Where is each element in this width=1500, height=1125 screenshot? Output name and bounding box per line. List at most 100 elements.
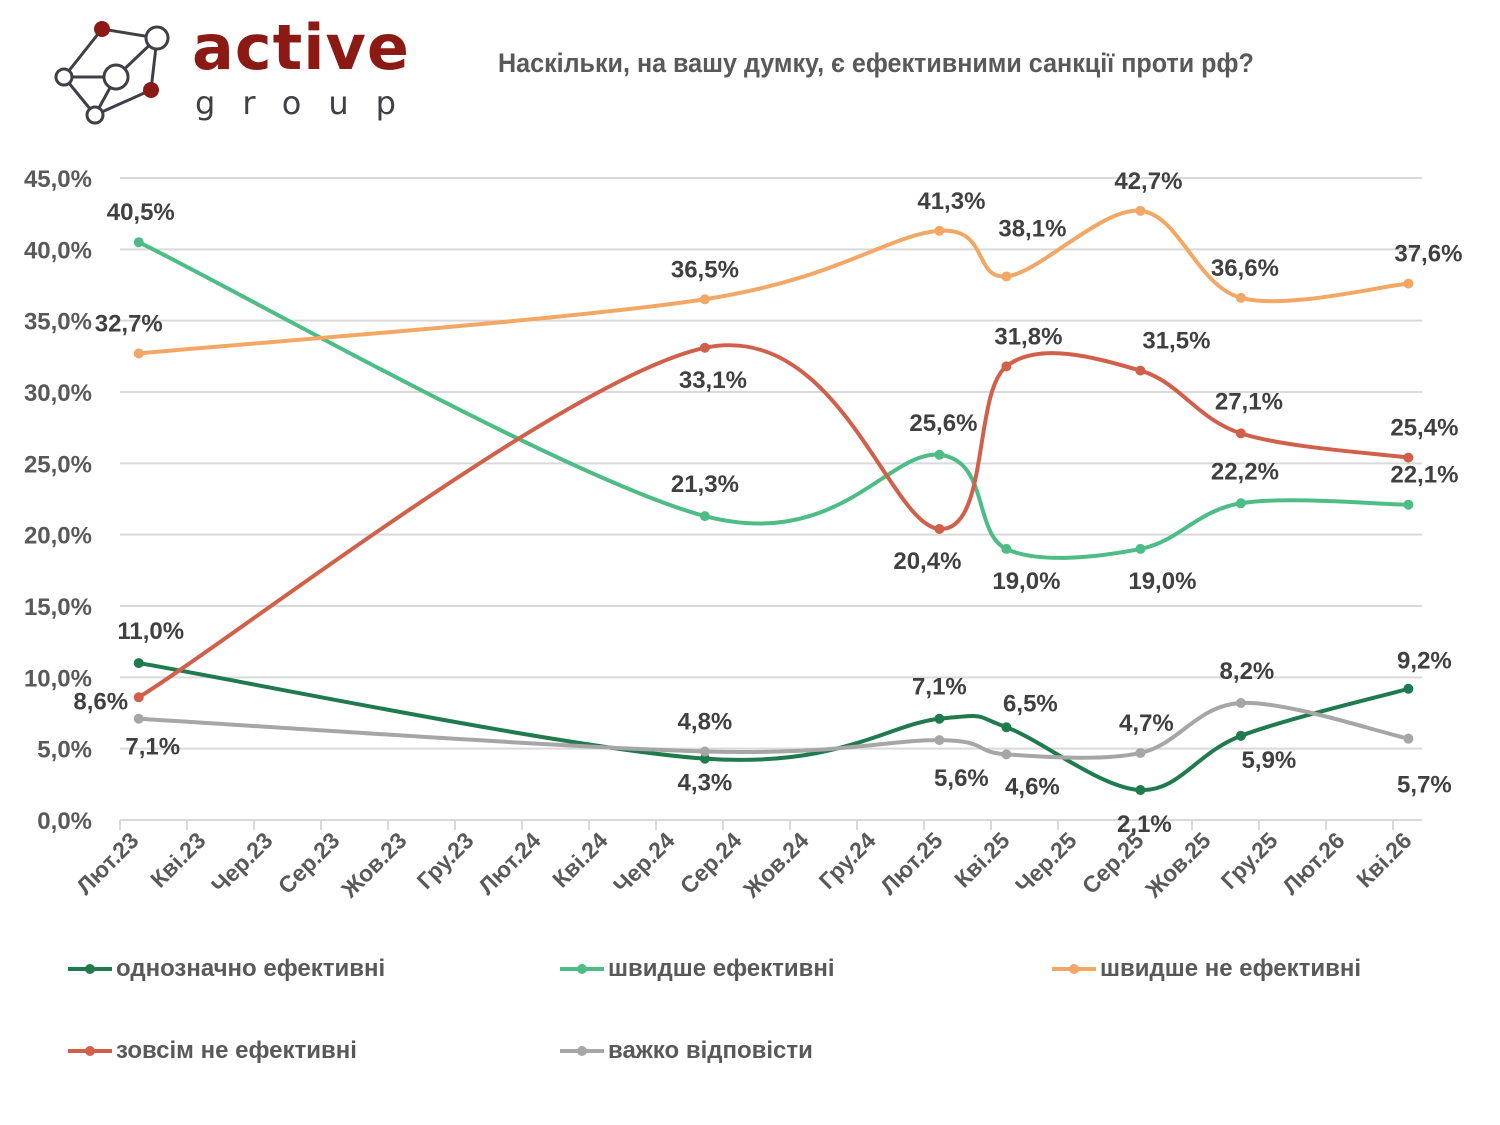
y-tick-label: 30,0%	[24, 380, 92, 407]
legend-item: швидше не ефективні	[1052, 955, 1361, 983]
data-label: 36,5%	[671, 256, 739, 283]
data-label: 22,1%	[1390, 462, 1458, 489]
data-point	[133, 713, 144, 724]
y-tick-label: 35,0%	[24, 309, 92, 336]
data-point	[1403, 499, 1414, 510]
data-label: 25,4%	[1390, 415, 1458, 442]
data-label: 27,1%	[1215, 388, 1283, 415]
data-point	[1235, 498, 1246, 509]
data-label: 21,3%	[671, 471, 739, 498]
data-label: 37,6%	[1394, 241, 1462, 268]
x-tick-label: Сер.23	[273, 827, 345, 899]
data-point	[1135, 205, 1146, 216]
data-label: 4,8%	[678, 709, 733, 736]
data-label: 22,2%	[1211, 458, 1279, 485]
data-label: 9,2%	[1397, 648, 1452, 675]
data-label: 31,5%	[1142, 328, 1210, 355]
series-line-1	[137, 240, 1409, 560]
legend-marker-icon	[68, 964, 112, 974]
legend-label: важко відповісти	[608, 1037, 813, 1064]
x-tick-label: Лют.25	[875, 827, 948, 900]
data-label: 40,5%	[107, 199, 175, 226]
x-tick-label: Гру.23	[412, 827, 479, 894]
legend-label: однозначно ефективні	[116, 955, 386, 982]
data-label: 38,1%	[998, 215, 1066, 242]
x-tick-label: Чер.24	[608, 827, 680, 899]
data-label: 25,6%	[909, 410, 977, 437]
data-point	[1235, 698, 1246, 709]
data-label: 6,5%	[1003, 690, 1058, 717]
x-tick-label: Кві.26	[1351, 827, 1416, 892]
data-point	[1403, 683, 1414, 694]
x-tick-label: Гру.25	[1216, 827, 1283, 894]
data-label: 5,7%	[1397, 772, 1452, 799]
data-label: 7,1%	[912, 674, 967, 701]
data-point	[1001, 361, 1012, 372]
y-tick-label: 45,0%	[24, 166, 92, 193]
data-point	[934, 523, 945, 534]
data-label: 19,0%	[992, 568, 1060, 595]
legend-marker-icon	[560, 964, 604, 974]
active-group-logo: active group	[50, 15, 410, 125]
data-label: 11,0%	[117, 618, 184, 645]
x-tick-label: Жов.23	[335, 827, 411, 903]
data-point	[1235, 292, 1246, 303]
data-label: 42,7%	[1114, 168, 1182, 195]
logo-subtitle: group	[195, 84, 423, 122]
x-tick-label: Лют.23	[71, 827, 143, 899]
x-tick-label: Кві.25	[949, 827, 1015, 893]
x-tick-label: Кві.24	[547, 827, 613, 893]
data-point	[1135, 543, 1146, 554]
legend-item: зовсім не ефективні	[68, 1037, 357, 1065]
data-point	[1135, 365, 1146, 376]
x-tick-label: Лют.24	[473, 827, 546, 900]
legend-item: однозначно ефективні	[68, 955, 385, 983]
data-label: 8,2%	[1220, 658, 1275, 685]
y-tick-label: 10,0%	[24, 665, 92, 692]
data-label: 4,3%	[678, 770, 733, 797]
data-point	[1001, 271, 1012, 282]
data-label: 2,1%	[1117, 811, 1172, 838]
network-logo-icon	[54, 21, 170, 125]
data-point	[133, 237, 144, 248]
y-tick-label: 40,0%	[24, 237, 92, 264]
data-point	[1403, 733, 1414, 744]
data-point	[934, 713, 945, 724]
data-label: 36,6%	[1211, 255, 1279, 282]
y-tick-label: 5,0%	[37, 737, 92, 764]
x-tick-label: Сер.24	[675, 827, 747, 899]
data-point	[934, 225, 945, 236]
series-line-3	[137, 343, 1409, 700]
y-tick-label: 0,0%	[37, 808, 92, 835]
data-point	[1135, 785, 1146, 796]
x-tick-label: Гру.24	[814, 827, 881, 894]
chart-title: Наскільки, на вашу думку, є ефективними …	[498, 48, 1254, 78]
data-point	[133, 692, 144, 703]
series-line-2	[138, 208, 1409, 356]
legend-label: швидше не ефективні	[1100, 955, 1362, 982]
data-point	[1001, 543, 1012, 554]
data-label: 7,1%	[125, 734, 180, 761]
data-point	[133, 658, 144, 669]
data-point	[934, 735, 945, 746]
legend-label: швидше ефективні	[608, 955, 835, 982]
legend-label: зовсім не ефективні	[116, 1037, 357, 1064]
data-label: 8,6%	[73, 688, 128, 715]
data-label: 32,7%	[95, 310, 163, 337]
data-point	[133, 348, 144, 359]
legend-item: важко відповісти	[560, 1037, 813, 1065]
data-label: 20,4%	[893, 548, 961, 575]
data-point	[1235, 428, 1246, 439]
x-tick-label: Жов.25	[1139, 827, 1215, 903]
data-point	[934, 449, 945, 460]
y-tick-label: 15,0%	[24, 594, 92, 621]
data-point	[699, 294, 710, 305]
data-point	[1403, 452, 1414, 463]
data-label: 19,0%	[1128, 568, 1196, 595]
data-point	[699, 342, 710, 353]
data-label: 33,1%	[679, 367, 747, 394]
data-point	[699, 753, 710, 764]
data-label: 41,3%	[917, 188, 985, 215]
x-tick-label: Чер.23	[206, 827, 277, 898]
data-label: 4,7%	[1119, 710, 1174, 737]
